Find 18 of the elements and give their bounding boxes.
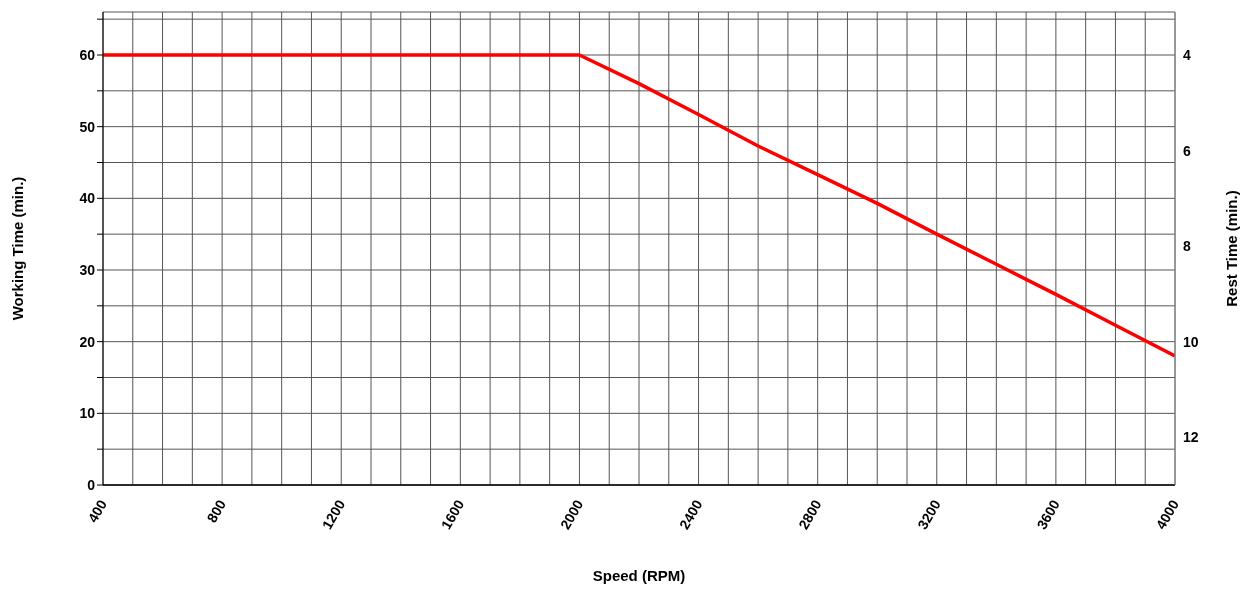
y-tick-label: 60 xyxy=(79,46,96,63)
y-tick-label: 40 xyxy=(79,190,96,207)
y-tick-label: 50 xyxy=(79,118,96,135)
y-axis-title: Working Time (min.) xyxy=(9,176,27,321)
y-tick-label: 30 xyxy=(79,261,96,278)
y2-tick-label: 8 xyxy=(1183,238,1191,255)
y2-axis-title: Rest Time (min.) xyxy=(1223,190,1241,307)
y-tick-label: 20 xyxy=(79,333,96,350)
y2-tick-label: 6 xyxy=(1183,142,1191,159)
x-axis-title: Speed (RPM) xyxy=(592,567,686,584)
y2-tick-label: 4 xyxy=(1183,46,1191,63)
y-tick-label: 0 xyxy=(87,476,96,493)
x-tick-label: 800 xyxy=(203,496,230,526)
x-tick-label: 400 xyxy=(84,496,111,526)
y2-tick-label: 12 xyxy=(1183,429,1199,446)
line-series xyxy=(103,53,1175,358)
y-tick-label: 10 xyxy=(79,405,96,422)
y2-tick-label: 10 xyxy=(1183,333,1199,350)
